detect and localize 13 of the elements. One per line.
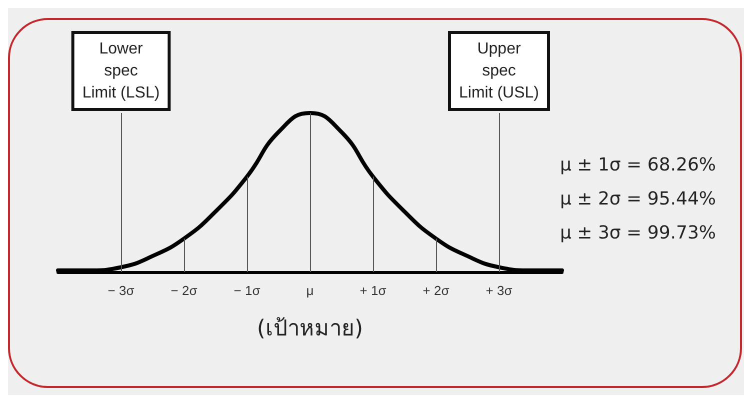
x-tick-label: − 2σ bbox=[170, 283, 198, 298]
x-tick-label: μ bbox=[306, 283, 314, 298]
x-axis-title: (เป้าหมาย) bbox=[256, 316, 364, 342]
annotation: μ ± 1σ = 68.26% bbox=[560, 154, 716, 176]
x-tick-label: − 3σ bbox=[108, 283, 134, 298]
x-tick-label: + 3σ bbox=[486, 283, 512, 298]
x-tick-label: − 1σ bbox=[234, 283, 260, 298]
annotation: μ ± 3σ = 99.73% bbox=[560, 222, 716, 244]
annotation: μ ± 2σ = 95.44% bbox=[560, 188, 716, 210]
x-tick-label: + 1σ bbox=[360, 283, 386, 298]
ref-line-label: Lower spec Limit (LSL) bbox=[82, 40, 160, 102]
x-tick-label: + 2σ bbox=[422, 283, 450, 298]
ref-line-label: Upper spec Limit (USL) bbox=[458, 40, 540, 102]
